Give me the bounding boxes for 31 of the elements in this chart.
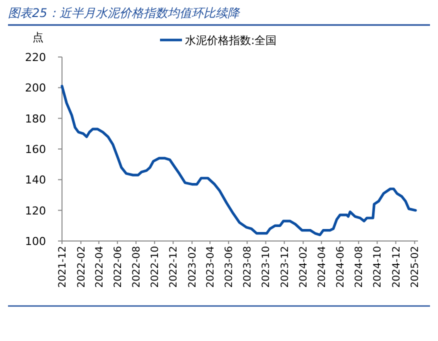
y-axis-title: 点: [32, 31, 44, 44]
x-tick-label: 2024-10: [372, 246, 384, 288]
x-tick-label: 2023-02: [188, 246, 199, 288]
x-tick-label: 2023-04: [206, 246, 217, 288]
y-tick-label: 180: [25, 112, 46, 126]
chart-title: 图表25：近半月水泥价格指数均值环比续降: [8, 6, 240, 20]
x-tick-label: 2023-10: [261, 246, 272, 288]
line-series: [60, 84, 417, 236]
x-tick-label: 2023-12: [280, 246, 291, 288]
x-tick-label: 2025-02: [410, 246, 422, 288]
x-tick-label: 2022-08: [132, 246, 142, 288]
x-tick-label: 2024-12: [391, 246, 402, 288]
x-tick-label: 2024-02: [298, 246, 310, 288]
x-tick-label: 2022-02: [76, 246, 88, 288]
y-tick-label: 140: [25, 174, 46, 187]
x-tick-label: 2021-12: [58, 246, 68, 288]
legend-label: 水泥价格指数:全国: [185, 34, 277, 47]
x-tick-label: 2024-06: [336, 246, 347, 288]
y-tick-label: 100: [25, 235, 46, 248]
y-tick-label: 200: [25, 82, 46, 95]
x-tick-label: 2023-06: [224, 246, 236, 288]
y-tick-label: 220: [25, 51, 46, 64]
y-tick-label: 160: [25, 143, 46, 156]
x-tick-label: 2022-04: [94, 246, 106, 288]
x-tick-label: 2022-12: [168, 246, 180, 288]
x-tick-label: 2022-06: [112, 246, 124, 288]
x-tick-label: 2022-10: [150, 246, 162, 288]
x-tick-label: 2024-04: [316, 246, 328, 288]
x-tick-label: 2024-08: [354, 246, 366, 288]
y-tick-label: 120: [25, 204, 46, 218]
x-tick-label: 2023-08: [242, 246, 254, 288]
